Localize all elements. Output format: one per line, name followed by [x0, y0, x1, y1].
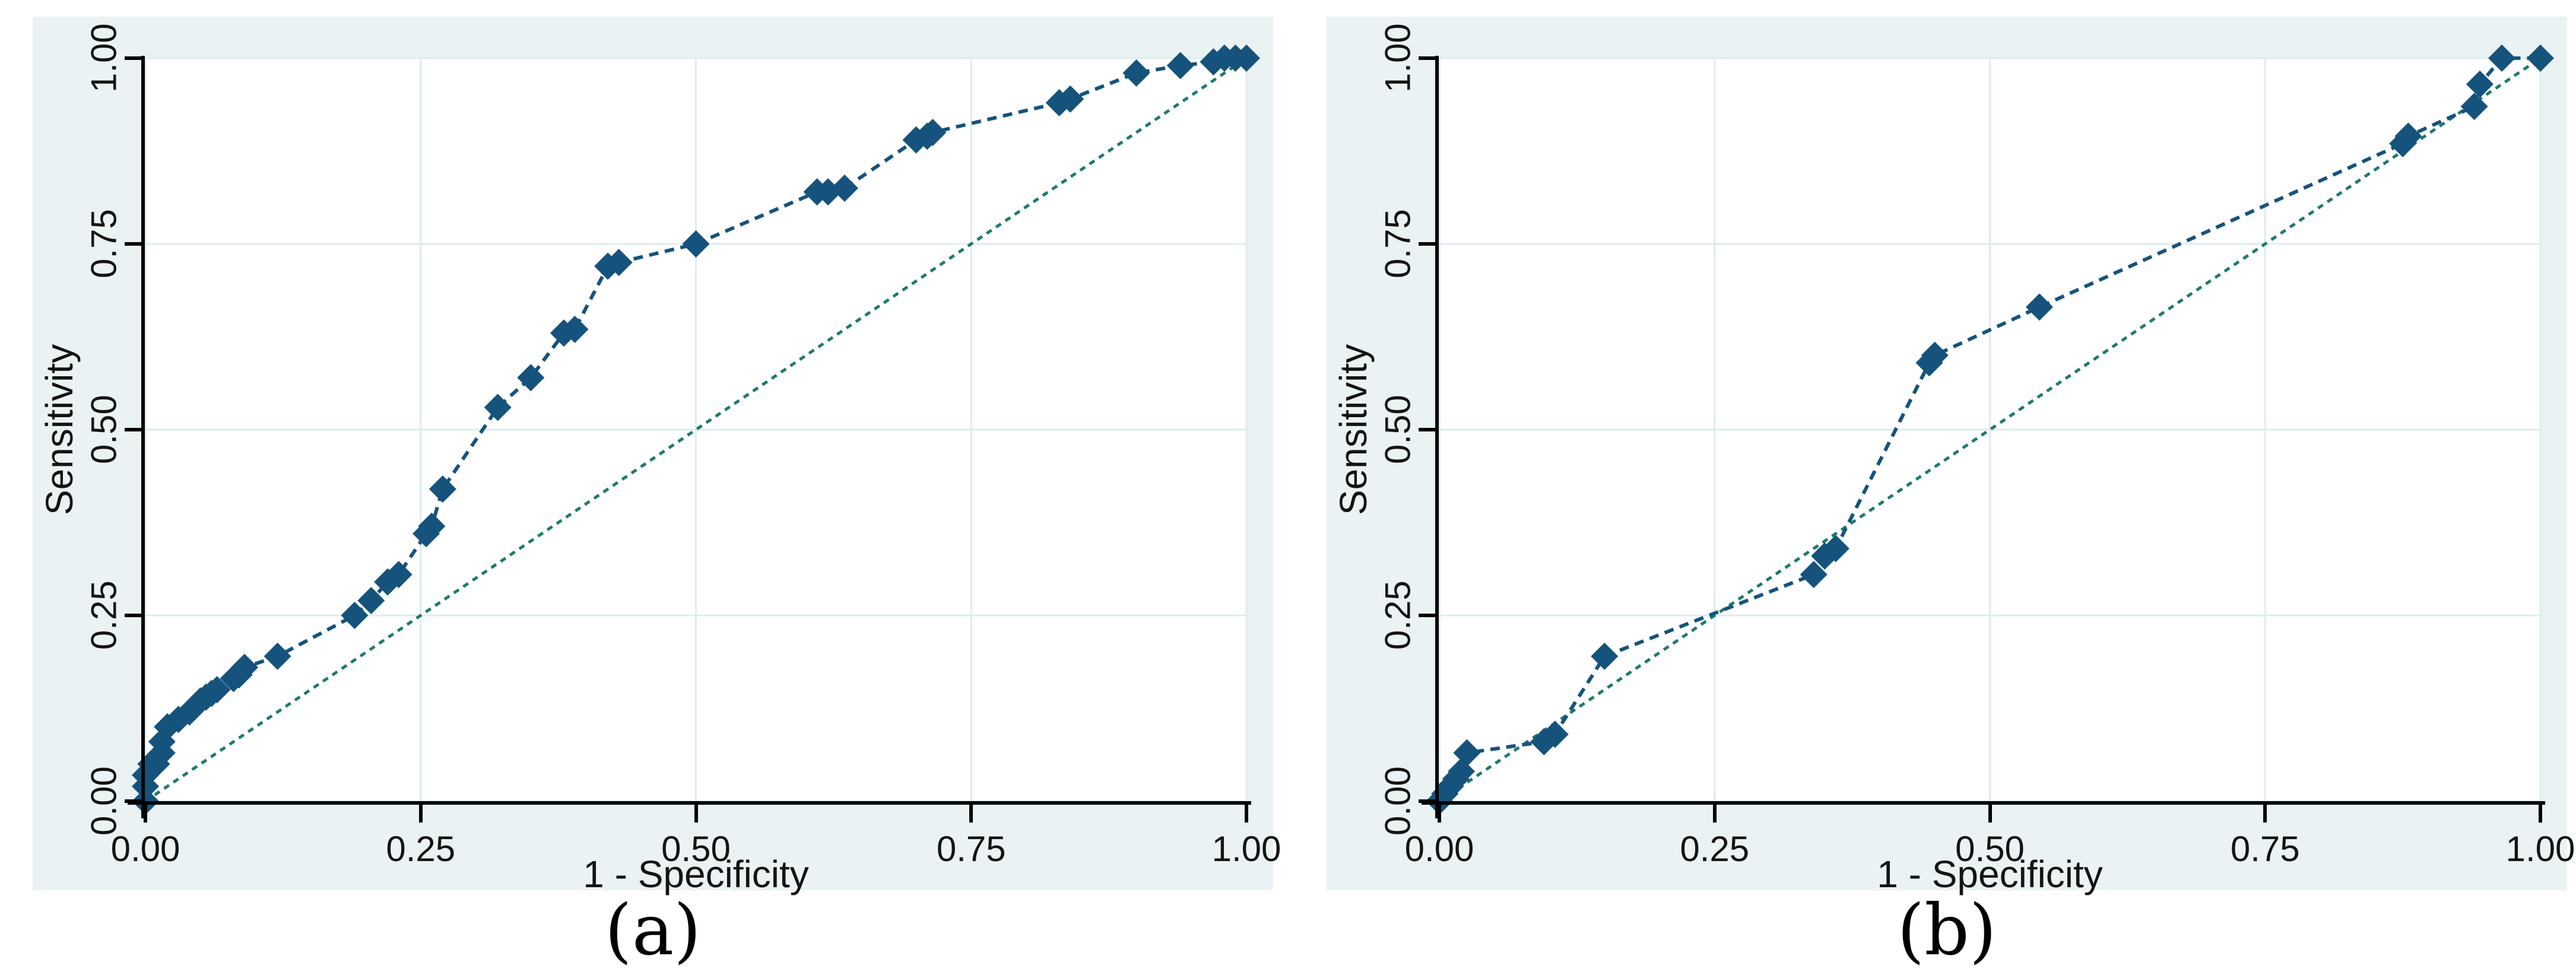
y-tick-mark	[125, 56, 142, 60]
x-tick-label: 0.00	[110, 829, 180, 869]
y-tick-mark	[1419, 614, 1436, 617]
y-axis-line	[1435, 56, 1439, 818]
y-tick-label: 0.25	[1378, 580, 1418, 650]
x-axis-line	[1422, 801, 2545, 805]
roc-marker	[2488, 45, 2516, 72]
roc-marker	[814, 178, 842, 206]
roc-marker	[484, 393, 512, 421]
x-tick-mark	[1988, 805, 1992, 823]
roc-marker	[2025, 293, 2053, 321]
roc-marker	[203, 676, 231, 704]
diagonal-reference-line	[1438, 56, 2542, 803]
y-tick-mark	[1419, 799, 1436, 803]
x-tick-label: 0.50	[1955, 829, 2025, 869]
x-tick-label: 1.00	[2505, 829, 2575, 869]
y-tick-label: 0.50	[84, 395, 124, 465]
y-tick-mark	[125, 242, 142, 246]
x-tick-label: 1.00	[1211, 829, 1281, 869]
roc-marker	[357, 586, 385, 614]
y-tick-mark	[1419, 56, 1436, 60]
panel-a: Sensitivity 1 - Specificity 0.00 0.25 0.50…	[33, 17, 1281, 896]
roc-marker	[1800, 561, 1828, 589]
x-tick-mark	[1712, 805, 1717, 823]
panel-b: Sensitivity 1 - Specificity 0.00 0.25 0.50…	[1327, 17, 2575, 896]
roc-marker	[561, 315, 589, 343]
caption-b: (b)	[1897, 889, 1997, 971]
y-tick-label: 1.00	[1378, 23, 1418, 93]
roc-marker	[341, 602, 369, 629]
y-tick-label: 0.75	[84, 209, 124, 279]
x-tick-label: 0.25	[386, 829, 456, 869]
x-tick-mark	[694, 805, 698, 823]
y-tick-mark	[1419, 428, 1436, 431]
roc-marker	[1045, 89, 1073, 117]
roc-marker	[682, 230, 710, 258]
roc-marker	[605, 249, 633, 277]
roc-marker	[830, 174, 858, 202]
roc-marker	[1057, 85, 1084, 113]
x-axis-title: 1 - Specificity	[583, 853, 809, 896]
roc-marker	[148, 728, 176, 755]
x-axis-line	[128, 801, 1251, 805]
plot-area-a	[132, 45, 1260, 815]
caption-a: (a)	[604, 889, 702, 971]
y-tick-mark	[125, 428, 142, 431]
roc-marker	[230, 653, 258, 681]
x-tick-mark	[2263, 805, 2267, 823]
x-tick-mark	[1438, 805, 1441, 823]
roc-marker	[1921, 341, 1949, 369]
x-tick-mark	[144, 805, 147, 823]
y-tick-label: 1.00	[84, 23, 124, 93]
roc-marker	[154, 713, 182, 741]
roc-marker	[176, 698, 204, 726]
y-axis-title: Sensitivity	[1332, 344, 1375, 516]
roc-marker	[1200, 48, 1227, 76]
roc-marker	[1541, 720, 1569, 748]
y-tick-label: 0.00	[1378, 766, 1418, 836]
x-tick-mark	[2539, 805, 2542, 823]
roc-marker	[1822, 535, 1849, 563]
y-tick-mark	[125, 614, 142, 617]
roc-marker	[1453, 739, 1481, 767]
roc-marker	[385, 561, 413, 589]
y-tick-mark	[1419, 242, 1436, 246]
y-tick-label: 0.75	[1378, 209, 1418, 279]
y-axis-title: Sensitivity	[38, 344, 81, 516]
roc-marker	[1530, 728, 1558, 755]
roc-chart-b	[1426, 45, 2554, 815]
roc-marker	[2394, 122, 2422, 150]
y-tick-mark	[125, 799, 142, 803]
roc-marker	[1166, 52, 1194, 80]
diagonal-reference-line	[144, 56, 1248, 803]
roc-marker	[1591, 642, 1619, 670]
x-tick-mark	[1245, 805, 1248, 823]
x-axis-title: 1 - Specificity	[1877, 853, 2103, 896]
roc-marker	[2527, 45, 2554, 72]
y-tick-label: 0.00	[84, 766, 124, 836]
y-axis-line	[141, 56, 145, 818]
roc-marker	[1233, 45, 1260, 72]
y-tick-label: 0.25	[84, 580, 124, 650]
roc-marker	[517, 364, 545, 392]
roc-marker	[1122, 59, 1150, 87]
roc-marker	[919, 119, 947, 147]
roc-marker	[1448, 757, 1476, 785]
plot-area-b	[1426, 45, 2554, 815]
x-tick-label: 0.50	[661, 829, 731, 869]
roc-marker	[418, 512, 446, 540]
x-tick-mark	[969, 805, 973, 823]
roc-marker	[429, 475, 456, 503]
roc-marker	[2460, 93, 2488, 120]
x-tick-mark	[418, 805, 423, 823]
x-tick-label: 0.25	[1680, 829, 1750, 869]
roc-chart-a	[132, 45, 1260, 815]
y-tick-label: 0.50	[1378, 395, 1418, 465]
roc-marker	[2466, 70, 2493, 98]
x-tick-label: 0.75	[2230, 829, 2300, 869]
x-tick-label: 0.00	[1404, 829, 1474, 869]
x-tick-label: 0.75	[936, 829, 1006, 869]
roc-marker	[264, 642, 291, 670]
